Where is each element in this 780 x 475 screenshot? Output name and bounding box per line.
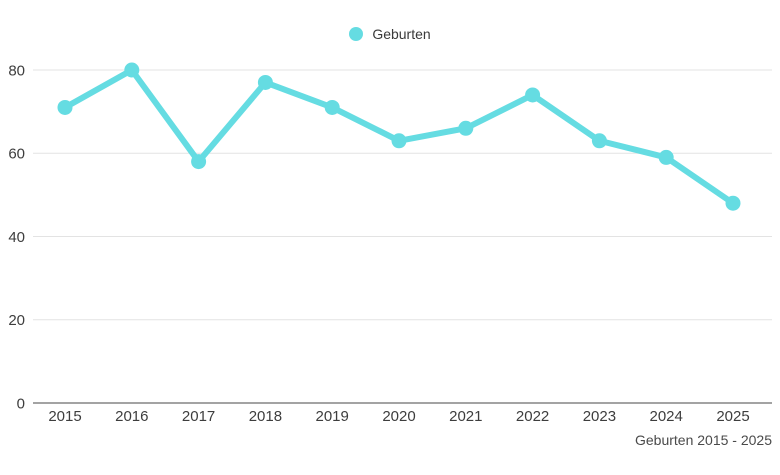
data-point[interactable] <box>591 133 607 149</box>
data-point[interactable] <box>124 62 140 78</box>
x-tick-label: 2017 <box>182 408 215 425</box>
data-point[interactable] <box>391 133 407 149</box>
x-tick-label: 2020 <box>382 408 415 425</box>
x-tick-label: 2023 <box>583 408 616 425</box>
x-tick-label: 2022 <box>516 408 549 425</box>
legend: Geburten <box>0 26 780 42</box>
data-point[interactable] <box>257 74 273 90</box>
y-tick-label: 0 <box>17 395 25 412</box>
x-tick-label: 2016 <box>115 408 148 425</box>
data-point[interactable] <box>725 195 741 211</box>
x-tick-label: 2021 <box>449 408 482 425</box>
y-tick-label: 80 <box>8 62 25 79</box>
data-point[interactable] <box>191 154 207 170</box>
legend-item-geburten[interactable]: Geburten <box>349 26 431 42</box>
data-point[interactable] <box>57 99 73 115</box>
data-point[interactable] <box>324 99 340 115</box>
data-point[interactable] <box>658 149 674 165</box>
x-tick-label: 2025 <box>716 408 749 425</box>
x-tick-label: 2015 <box>48 408 81 425</box>
y-tick-label: 20 <box>8 312 25 329</box>
legend-label: Geburten <box>372 26 431 42</box>
y-tick-label: 60 <box>8 146 25 163</box>
x-tick-label: 2024 <box>650 408 683 425</box>
legend-marker-icon <box>349 27 364 41</box>
x-tick-label: 2019 <box>316 408 349 425</box>
data-point[interactable] <box>525 87 541 103</box>
y-tick-label: 40 <box>8 229 25 246</box>
x-tick-label: 2018 <box>249 408 282 425</box>
data-point[interactable] <box>458 120 474 136</box>
chart-caption: Geburten 2015 - 2025 <box>635 432 772 448</box>
